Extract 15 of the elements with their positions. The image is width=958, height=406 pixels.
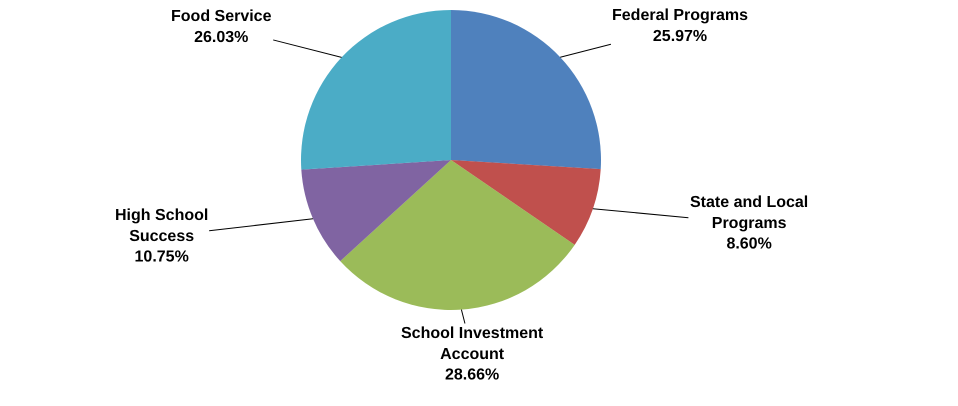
data-label: 8.60% [726, 236, 772, 253]
slice-label: Food Service [171, 8, 272, 25]
pie-slice [340, 160, 575, 310]
slice-label: School Investment Account [401, 325, 544, 363]
data-label: 26.03% [194, 28, 248, 46]
pie-slice [451, 10, 601, 170]
pie-slice [451, 160, 601, 245]
slice-label: High School Success [115, 207, 208, 245]
data-label: 28.66% [444, 366, 500, 384]
pie-slice [301, 160, 451, 262]
data-label: 10.75% [134, 248, 189, 266]
data-label: 25.97% [652, 28, 708, 45]
slice-label: State and Local Programs [690, 194, 808, 232]
pie-slice [301, 10, 451, 170]
slice-label: Federal Programs [612, 7, 748, 24]
